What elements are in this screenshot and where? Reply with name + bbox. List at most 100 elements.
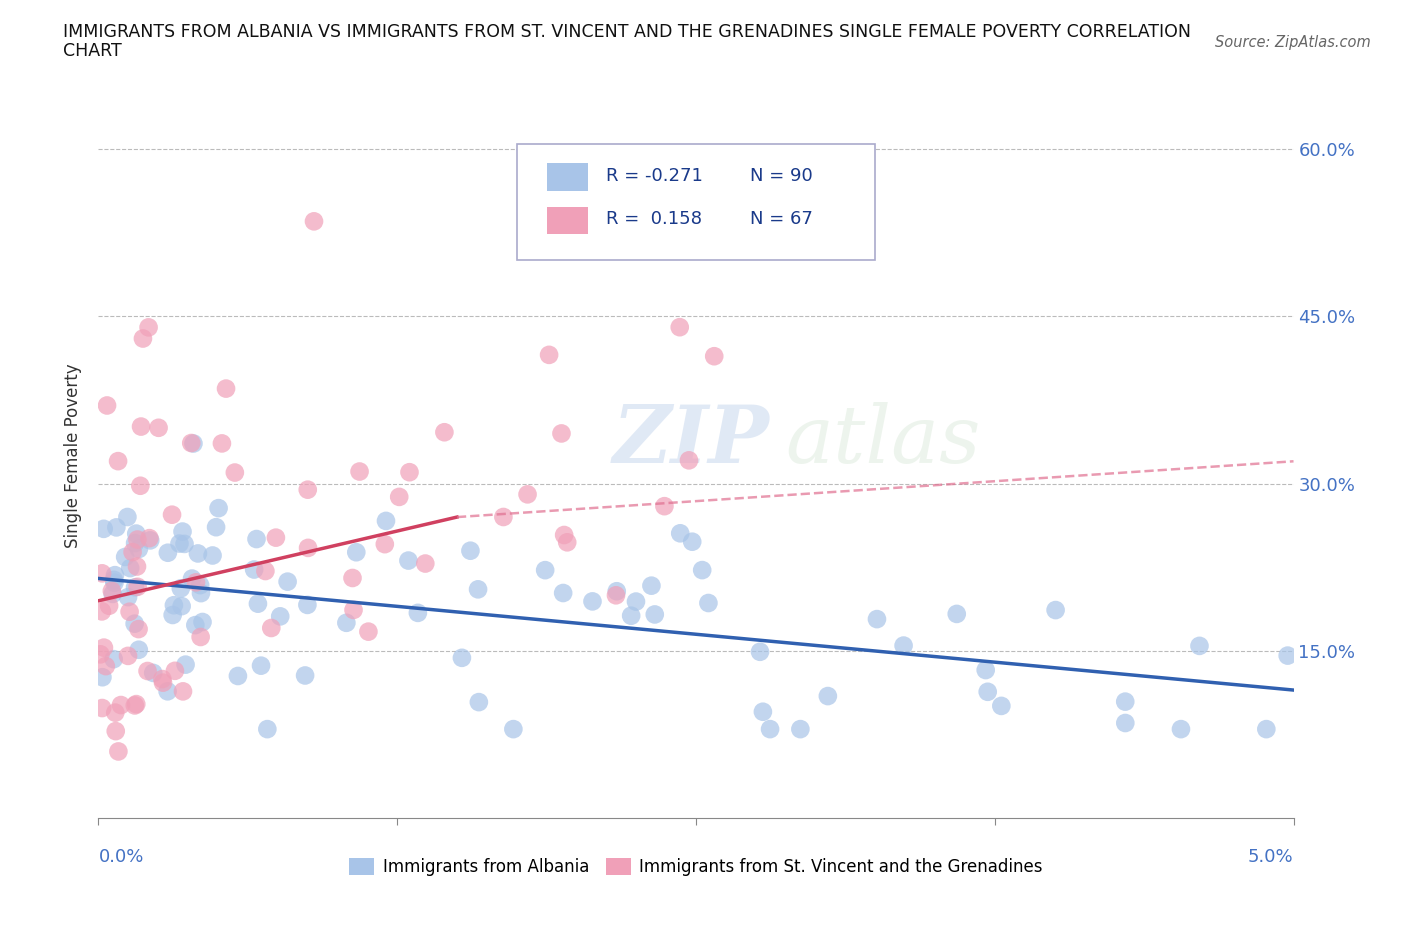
Point (703, 349, 725, 364)
Point (789, 722, 811, 737)
Point (96, 398, 118, 413)
Point (433, 425, 456, 440)
Point (174, 658, 197, 672)
Point (342, 603, 364, 618)
FancyBboxPatch shape (517, 144, 876, 259)
Point (191, 615, 214, 630)
Point (294, 668, 316, 683)
Point (644, 607, 666, 622)
Point (396, 553, 419, 568)
Point (110, 698, 132, 712)
Point (605, 588, 627, 603)
Point (468, 695, 491, 710)
Point (103, 652, 125, 667)
Point (1170, 722, 1192, 737)
Point (398, 465, 420, 480)
Point (114, 550, 136, 565)
Point (344, 545, 367, 560)
Point (207, 500, 229, 515)
Point (104, 567, 127, 582)
Point (142, 666, 165, 681)
Point (205, 520, 228, 535)
Point (1188, 638, 1211, 653)
Point (451, 650, 474, 665)
Point (89, 647, 111, 662)
Point (1114, 694, 1136, 709)
Point (180, 435, 202, 450)
Point (297, 597, 319, 612)
Text: IMMIGRANTS FROM ALBANIA VS IMMIGRANTS FROM ST. VINCENT AND THE GRENADINES SINGLE: IMMIGRANTS FROM ALBANIA VS IMMIGRANTS FR… (63, 23, 1191, 41)
Point (302, 214, 325, 229)
Point (866, 612, 889, 627)
Point (188, 578, 211, 592)
Point (148, 420, 170, 435)
Point (184, 618, 207, 632)
Point (124, 580, 146, 595)
Point (624, 594, 647, 609)
Point (269, 609, 291, 624)
Point (250, 658, 273, 673)
Text: R =  0.158: R = 0.158 (606, 210, 703, 228)
Point (132, 331, 155, 346)
Point (945, 606, 967, 621)
Point (752, 704, 775, 719)
Point (224, 465, 246, 480)
Point (264, 530, 287, 545)
Text: 0.0%: 0.0% (98, 848, 143, 866)
Point (93, 522, 115, 537)
Point (101, 583, 124, 598)
Point (129, 419, 152, 434)
Point (492, 510, 515, 525)
Point (1114, 715, 1136, 730)
Point (91, 565, 114, 580)
Point (163, 598, 186, 613)
Point (101, 587, 124, 602)
Point (127, 532, 149, 547)
Point (759, 722, 782, 737)
Text: N = 90: N = 90 (749, 166, 813, 185)
Point (669, 525, 692, 540)
Point (127, 579, 149, 594)
Point (181, 571, 204, 586)
Point (553, 527, 575, 542)
Point (172, 525, 194, 539)
Point (163, 663, 186, 678)
Point (169, 536, 191, 551)
Point (150, 671, 173, 686)
Point (117, 510, 139, 525)
Point (406, 605, 429, 620)
Point (697, 595, 720, 610)
Point (893, 638, 915, 653)
Point (413, 556, 436, 571)
Point (152, 675, 174, 690)
Point (640, 578, 662, 593)
Point (117, 590, 139, 604)
Point (654, 498, 676, 513)
Point (254, 564, 277, 578)
Legend: Immigrants from Albania, Immigrants from St. Vincent and the Grenadines: Immigrants from Albania, Immigrants from… (343, 851, 1049, 883)
Y-axis label: Single Female Poverty: Single Female Poverty (65, 364, 83, 548)
Point (678, 453, 700, 468)
Point (342, 570, 364, 585)
Point (349, 464, 371, 479)
Text: CHART: CHART (63, 42, 122, 60)
Point (105, 520, 128, 535)
Point (91, 700, 114, 715)
Point (246, 596, 269, 611)
Point (297, 540, 319, 555)
Point (90, 604, 112, 618)
Point (243, 562, 266, 577)
Text: Source: ZipAtlas.com: Source: ZipAtlas.com (1215, 35, 1371, 50)
Point (117, 648, 139, 663)
Point (139, 533, 162, 548)
Point (107, 454, 129, 469)
Point (215, 381, 238, 396)
Point (550, 426, 572, 441)
Point (156, 545, 179, 560)
Point (502, 722, 524, 737)
Point (374, 537, 396, 551)
Point (681, 534, 703, 549)
Text: 5.0%: 5.0% (1249, 848, 1294, 866)
FancyBboxPatch shape (547, 206, 589, 234)
Point (190, 630, 212, 644)
